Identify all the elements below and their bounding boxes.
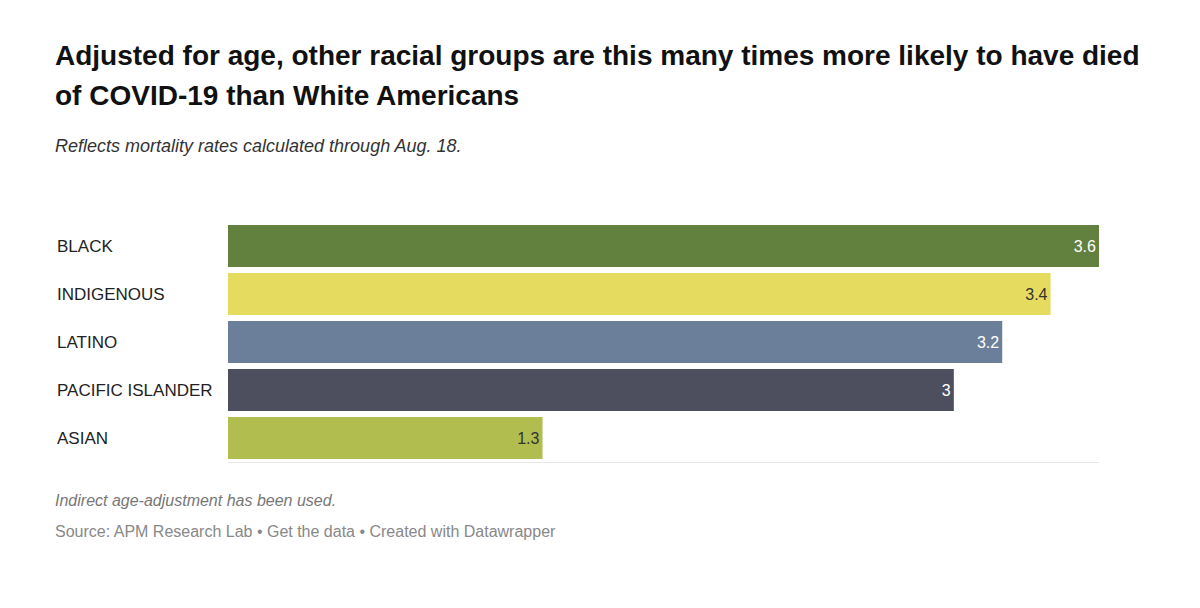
svg-text:BLACK: BLACK [57, 237, 113, 256]
svg-text:LATINO: LATINO [57, 333, 117, 352]
svg-text:3.2: 3.2 [977, 334, 999, 351]
html-text:Indirect age-adjustment has be: Indirect age-adjustment has been used. [55, 492, 337, 509]
svg-text:PACIFIC ISLANDER: PACIFIC ISLANDER [57, 381, 213, 400]
svg-text:3.4: 3.4 [1025, 286, 1047, 303]
svg-text:3.6: 3.6 [1074, 238, 1096, 255]
svg-text:ASIAN: ASIAN [57, 429, 108, 448]
svg-text:1.3: 1.3 [517, 430, 539, 447]
html-text:Adjusted for age, other racial: Adjusted for age, other racial groups ar… [55, 40, 1140, 111]
html-text:Source: APM Research Lab • Get: Source: APM Research Lab • Get the data … [55, 523, 556, 540]
svg-text:INDIGENOUS: INDIGENOUS [57, 285, 165, 304]
html-text:Reflects mortality rates calcu: Reflects mortality rates calculated thro… [55, 136, 462, 156]
svg-text:3: 3 [942, 382, 951, 399]
